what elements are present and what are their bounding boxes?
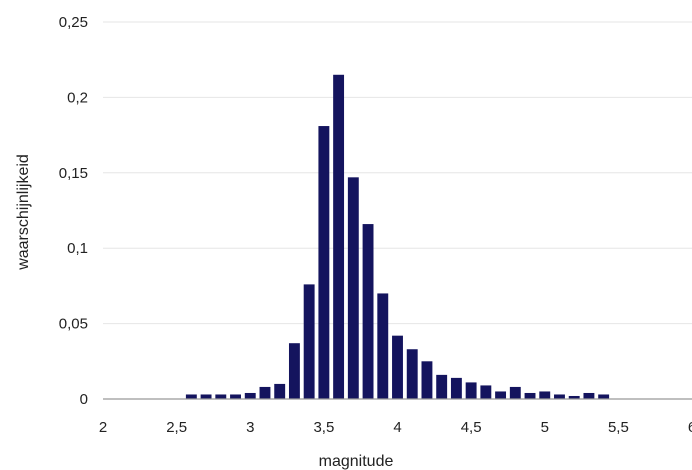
x-tick-label: 2,5: [166, 419, 187, 436]
bar: [333, 74, 345, 399]
bar: [421, 361, 433, 399]
bars: [185, 74, 610, 399]
y-tick-label: 0,05: [59, 316, 88, 333]
y-tick-label: 0: [80, 391, 88, 408]
bar: [230, 394, 241, 399]
bar: [274, 383, 286, 399]
x-tick-label: 2: [99, 419, 107, 436]
bar: [495, 391, 507, 399]
bar: [598, 394, 610, 399]
y-tick-label: 0,25: [59, 14, 88, 31]
y-tick-label: 0,2: [67, 89, 88, 106]
bar: [406, 349, 418, 399]
x-axis-label: magnitude: [319, 453, 394, 470]
bar: [480, 385, 492, 399]
bar: [259, 386, 271, 399]
bar: [392, 335, 403, 399]
y-tick-labels: 0 0,05 0,1 0,15 0,2 0,25: [59, 14, 88, 408]
bar: [185, 394, 197, 399]
bar: [288, 343, 300, 399]
y-tick-label: 0,15: [59, 165, 88, 182]
bar: [318, 126, 330, 399]
bar: [347, 177, 359, 399]
x-tick-label: 3,5: [313, 419, 334, 436]
bar: [554, 394, 565, 399]
bar: [377, 293, 389, 399]
y-tick-label: 0,1: [67, 240, 88, 257]
bar: [583, 392, 595, 399]
bar: [568, 395, 580, 399]
bar: [450, 377, 462, 399]
bar: [362, 224, 374, 399]
bar: [465, 382, 477, 399]
x-tick-label: 4,5: [461, 419, 482, 436]
bar: [539, 391, 551, 399]
bar: [436, 374, 448, 399]
grid-lines: [103, 21, 692, 325]
x-tick-label: 3: [246, 419, 254, 436]
x-tick-label: 4: [393, 419, 401, 436]
x-tick-label: 5,5: [608, 419, 629, 436]
bar: [215, 394, 227, 399]
x-tick-label: 6: [688, 419, 692, 436]
bar: [509, 386, 521, 399]
x-tick-labels: 2 2,5 3 3,5 4 4,5 5 5,5 6: [99, 419, 692, 436]
bar: [303, 284, 315, 399]
bar: [524, 392, 536, 399]
bar: [244, 392, 256, 399]
x-tick-label: 5: [541, 419, 549, 436]
y-axis-label: waarschijnlijkeid: [15, 154, 32, 271]
bar: [200, 394, 212, 399]
